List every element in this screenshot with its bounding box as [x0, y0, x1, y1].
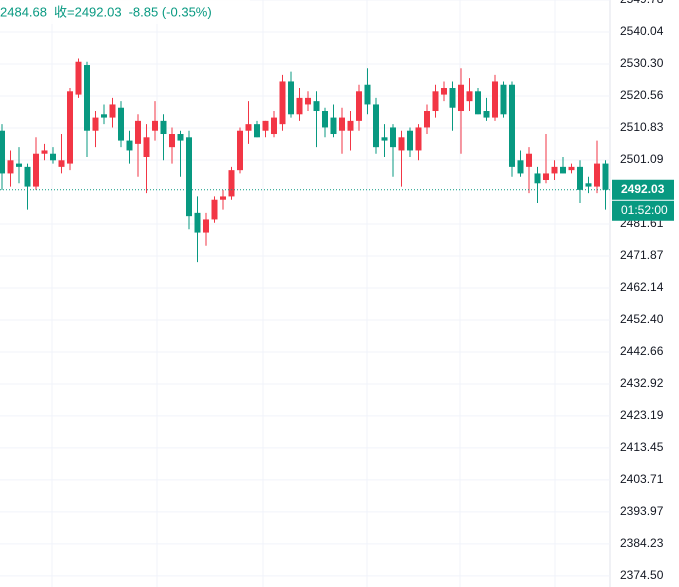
candle-body — [177, 134, 184, 141]
candle-body — [16, 163, 22, 167]
y-tick-label: 2442.66 — [620, 344, 664, 358]
y-tick-label: 2432.92 — [620, 376, 664, 390]
vertical-grid — [51, 0, 556, 587]
candle-body — [466, 91, 473, 102]
candle-body — [126, 140, 133, 151]
last-price-label: 2492.03 — [621, 182, 665, 196]
candle-body — [500, 84, 507, 115]
y-tick-label: 2501.09 — [620, 152, 664, 166]
header-value: -8.85 (-0.35%) — [129, 4, 212, 19]
y-tick-label: 2462.14 — [620, 280, 664, 294]
candle-body — [305, 97, 311, 105]
candle-body — [228, 170, 235, 197]
candle-body — [602, 163, 609, 190]
candle-body — [194, 212, 201, 233]
candle-body — [373, 104, 379, 148]
candle-body — [441, 88, 447, 95]
candle-body — [398, 137, 405, 151]
candle-body — [262, 120, 269, 131]
candle-body — [458, 84, 464, 112]
candle-body — [67, 91, 73, 164]
y-tick-label: 2413.45 — [620, 440, 664, 454]
candle-body — [526, 153, 532, 167]
header-value: 2484.68 — [0, 4, 47, 19]
candle-body — [356, 91, 362, 121]
candle-body — [143, 137, 150, 158]
candle-body — [160, 120, 167, 135]
candle-body — [390, 127, 396, 148]
last-time-label: 01:52:00 — [621, 203, 668, 217]
y-tick-label: 2520.56 — [620, 88, 664, 102]
candle-body — [7, 160, 14, 174]
y-tick-label: 2403.71 — [620, 472, 664, 486]
candle-body — [279, 81, 286, 125]
candle-body — [517, 160, 524, 174]
candle-body — [118, 107, 124, 141]
y-tick-label: 2384.23 — [620, 536, 664, 550]
candle-body — [381, 137, 388, 141]
candle-body — [186, 137, 192, 217]
candle-body — [220, 196, 226, 200]
y-tick-label: 2471.87 — [620, 248, 664, 262]
y-tick-label: 2540.04 — [620, 24, 664, 38]
candle-body — [41, 150, 48, 154]
candle-body — [58, 160, 65, 167]
candle-body — [313, 101, 320, 112]
candle-body — [594, 163, 600, 187]
candle-body — [152, 120, 158, 131]
y-tick-label: 2374.50 — [620, 568, 664, 582]
time-box — [612, 200, 674, 221]
candle-body — [237, 130, 243, 171]
candle-body — [203, 219, 209, 233]
header-bg — [0, 0, 250, 24]
candle-body — [339, 117, 345, 131]
candle-body — [211, 199, 218, 220]
candle-body — [84, 65, 90, 131]
candle-body — [330, 117, 337, 135]
candle-body — [135, 120, 141, 144]
candle-body — [296, 97, 303, 115]
candle-body — [560, 166, 566, 174]
candle-body — [92, 117, 99, 131]
candle-body — [347, 120, 354, 131]
candle-body — [407, 130, 413, 151]
y-tick-label: 2549.78 — [620, 0, 664, 6]
y-tick-label: 2510.83 — [620, 120, 664, 134]
candle-body — [364, 84, 371, 105]
candle-body — [0, 130, 5, 174]
candle-body — [271, 117, 277, 135]
candle-body — [50, 153, 56, 161]
last-price-box — [612, 179, 674, 200]
candle-body — [543, 173, 549, 181]
candle-body — [322, 111, 328, 128]
candle-body — [568, 166, 575, 171]
candle-body — [492, 81, 498, 118]
y-tick-label: 2452.40 — [620, 312, 664, 326]
candle-body — [288, 81, 294, 115]
candle-body — [534, 173, 541, 184]
candle-body — [101, 114, 107, 118]
candle-body — [551, 166, 558, 174]
y-tick-label: 2530.30 — [620, 56, 664, 70]
header-value: 收=2492.03 — [54, 4, 122, 19]
candle-body — [483, 111, 490, 118]
candle-body — [415, 127, 422, 151]
candle-body — [424, 111, 430, 128]
candle-body — [432, 91, 439, 112]
y-tick-label: 2393.97 — [620, 504, 664, 518]
candle-body — [109, 104, 116, 118]
candle-body — [75, 61, 82, 95]
candle-body — [169, 134, 175, 148]
y-tick-label: 2423.19 — [620, 408, 664, 422]
candle-body — [475, 91, 481, 115]
candle-body — [245, 124, 252, 131]
candle-body — [577, 166, 583, 190]
candle-body — [24, 166, 31, 187]
candle-body — [254, 124, 260, 138]
candle-body — [449, 88, 456, 108]
candle-body — [509, 84, 515, 167]
candle-body — [585, 183, 592, 187]
candle-body — [33, 153, 39, 187]
